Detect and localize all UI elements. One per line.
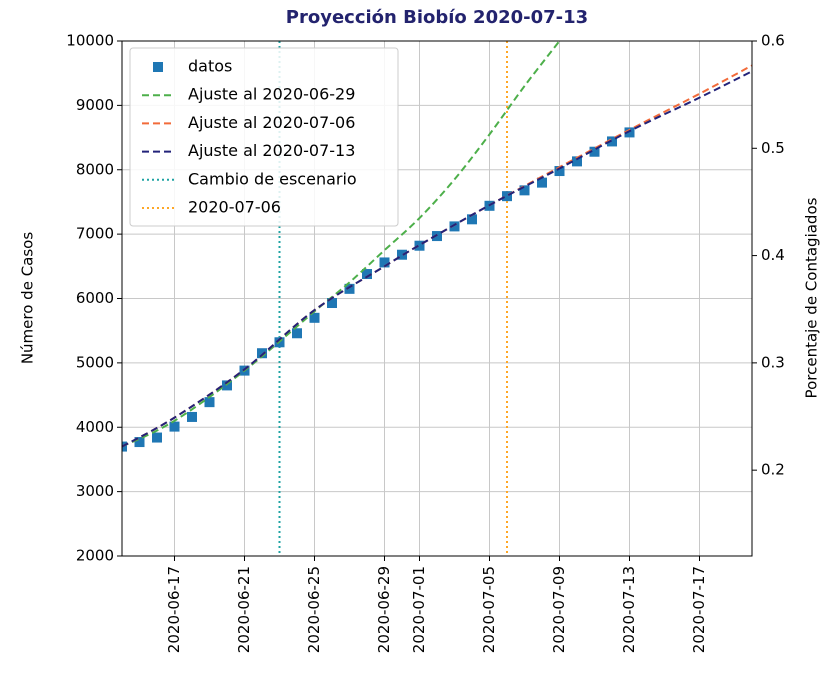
data-point [554, 166, 565, 177]
y-tick-label: 2000 [76, 547, 114, 565]
data-point [414, 240, 425, 251]
y2-tick-label: 0.6 [761, 32, 785, 50]
data-point [169, 421, 180, 432]
data-point [607, 136, 617, 147]
y2-tick-label: 0.2 [761, 461, 785, 479]
data-point [309, 312, 320, 323]
legend-marker [153, 62, 163, 72]
data-point [327, 298, 337, 309]
plot-frame [121, 40, 753, 557]
data-point [152, 432, 162, 443]
x-tick-label: 2020-07-01 [410, 566, 428, 653]
legend-label: Ajuste al 2020-06-29 [188, 85, 355, 104]
x-tick-label: 2020-07-13 [620, 566, 638, 653]
data-point [344, 283, 355, 294]
data-point [222, 380, 232, 391]
data-point [502, 191, 512, 202]
y2-tick-label: 0.3 [761, 353, 785, 371]
x-tick-label: 2020-06-29 [375, 566, 393, 653]
x-tick-label: 2020-06-21 [235, 566, 253, 653]
x-tick-label: 2020-07-09 [550, 566, 568, 653]
y-tick-label: 8000 [76, 160, 114, 178]
y2-tick-label: 0.4 [761, 246, 785, 264]
data-point [187, 411, 197, 422]
x-tick-label: 2020-06-25 [305, 566, 323, 653]
data-point [362, 269, 372, 280]
data-point [624, 127, 635, 138]
data-point [204, 397, 215, 408]
data-point [589, 146, 600, 157]
legend: datos Ajuste al 2020-06-29 Ajuste al 2020-… [129, 47, 399, 227]
y2-tick-label: 0.5 [761, 139, 785, 157]
data-point [572, 156, 582, 167]
legend-label: Cambio de escenario [188, 169, 357, 188]
data-point [449, 221, 460, 232]
data-point [122, 441, 127, 452]
data-point [292, 328, 302, 339]
chart-title: Proyección Biobío 2020-07-13 [286, 7, 588, 28]
y-tick-label: 9000 [76, 96, 114, 114]
data-point [537, 177, 547, 188]
fit-line [122, 70, 752, 448]
y-tick-label: 4000 [76, 418, 114, 436]
fit-line [122, 41, 561, 448]
legend-label: Ajuste al 2020-07-13 [188, 141, 355, 160]
x-tick-label: 2020-07-05 [480, 566, 498, 653]
data-point [467, 214, 477, 225]
x-tick-label: 2020-07-17 [690, 566, 708, 653]
data-point [379, 257, 390, 268]
legend-label: 2020-07-06 [188, 198, 281, 217]
y-tick-label: 3000 [76, 482, 114, 500]
x-tick-label: 2020-06-17 [165, 566, 183, 653]
y-tick-label: 5000 [76, 353, 114, 371]
y-axis-label: Número de Casos [19, 232, 37, 365]
legend-label: Ajuste al 2020-07-06 [188, 113, 355, 132]
y-tick-label: 10000 [66, 32, 114, 50]
data-point [134, 437, 145, 448]
y2-axis-label: Porcentaje de Contagiados [803, 197, 821, 398]
y-tick-label: 6000 [76, 289, 114, 307]
data-point [257, 348, 267, 359]
data-point [397, 249, 407, 260]
y-tick-label: 7000 [76, 225, 114, 243]
legend-label: datos [188, 57, 232, 76]
data-point [519, 185, 530, 196]
legend-box [129, 47, 399, 227]
